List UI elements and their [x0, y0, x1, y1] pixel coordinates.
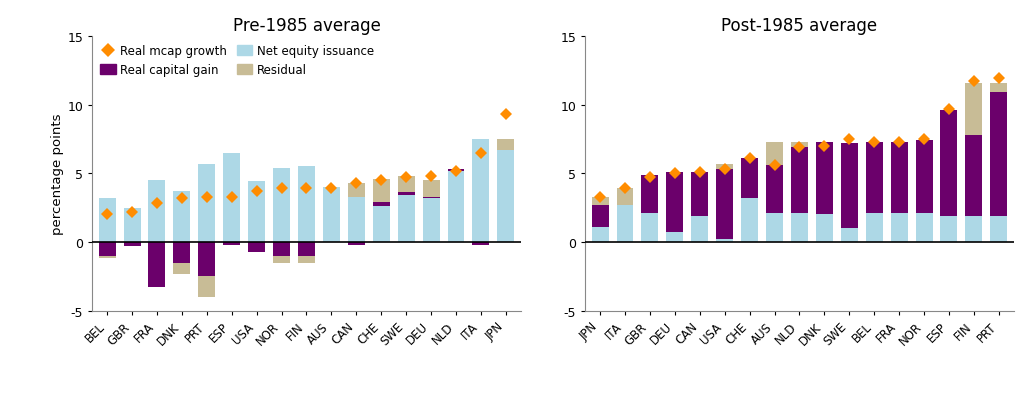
Title: Pre-1985 average: Pre-1985 average — [232, 17, 381, 35]
Bar — [891, 213, 907, 242]
Bar — [423, 181, 439, 197]
Bar — [741, 159, 758, 198]
Bar — [865, 142, 883, 213]
Bar — [98, 198, 116, 242]
Bar — [592, 227, 608, 242]
Bar — [667, 173, 683, 233]
Bar — [199, 276, 215, 297]
Bar — [915, 141, 933, 213]
Bar — [592, 197, 608, 205]
Bar — [990, 216, 1008, 242]
Legend: Real mcap growth, Real capital gain, Net equity issuance, Residual: Real mcap growth, Real capital gain, Net… — [98, 43, 377, 79]
Bar — [716, 164, 733, 170]
Bar — [766, 213, 783, 242]
Bar — [199, 164, 215, 242]
Bar — [124, 208, 140, 242]
Bar — [373, 202, 390, 207]
Bar — [891, 142, 907, 213]
Bar — [348, 183, 365, 197]
Bar — [816, 142, 833, 215]
Bar — [691, 216, 709, 242]
Bar — [373, 179, 390, 202]
Bar — [791, 213, 808, 242]
Bar — [423, 197, 439, 198]
Bar — [148, 181, 166, 242]
Bar — [791, 142, 808, 213]
Bar — [298, 167, 315, 242]
Bar — [223, 153, 241, 242]
Bar — [940, 216, 957, 242]
Bar — [273, 169, 290, 242]
Bar — [223, 242, 241, 245]
Bar — [616, 205, 634, 242]
Bar — [498, 139, 514, 151]
Bar — [667, 233, 683, 242]
Bar — [616, 189, 634, 205]
Bar — [98, 242, 116, 256]
Bar — [124, 242, 140, 247]
Bar — [865, 213, 883, 242]
Bar — [173, 263, 190, 274]
Bar — [915, 213, 933, 242]
Bar — [841, 229, 858, 242]
Bar — [766, 142, 783, 166]
Bar — [199, 242, 215, 276]
Bar — [716, 164, 733, 240]
Bar — [966, 83, 982, 135]
Bar — [472, 242, 489, 245]
Bar — [148, 242, 166, 288]
Bar — [966, 216, 982, 242]
Bar — [990, 83, 1008, 93]
Bar — [397, 196, 415, 242]
Bar — [447, 170, 465, 171]
Bar — [691, 173, 709, 216]
Bar — [348, 242, 365, 245]
Bar — [741, 198, 758, 242]
Bar — [816, 215, 833, 242]
Bar — [248, 182, 265, 242]
Bar — [298, 256, 315, 263]
Bar — [966, 135, 982, 216]
Bar — [592, 205, 608, 227]
Bar — [641, 175, 658, 213]
Bar — [173, 242, 190, 263]
Bar — [248, 242, 265, 252]
Bar — [940, 111, 957, 216]
Bar — [397, 177, 415, 193]
Bar — [397, 193, 415, 196]
Bar — [423, 198, 439, 242]
Bar — [323, 187, 340, 242]
Bar — [373, 207, 390, 242]
Bar — [841, 144, 858, 229]
Bar — [173, 192, 190, 242]
Bar — [298, 242, 315, 256]
Bar — [791, 142, 808, 148]
Bar — [98, 256, 116, 259]
Bar — [498, 139, 514, 242]
Bar — [716, 240, 733, 242]
Bar — [641, 213, 658, 242]
Title: Post-1985 average: Post-1985 average — [721, 17, 878, 35]
Bar — [447, 171, 465, 242]
Bar — [766, 166, 783, 213]
Bar — [472, 139, 489, 242]
Y-axis label: percentage points: percentage points — [51, 113, 65, 234]
Bar — [348, 197, 365, 242]
Bar — [273, 256, 290, 263]
Bar — [990, 93, 1008, 216]
Bar — [273, 242, 290, 256]
